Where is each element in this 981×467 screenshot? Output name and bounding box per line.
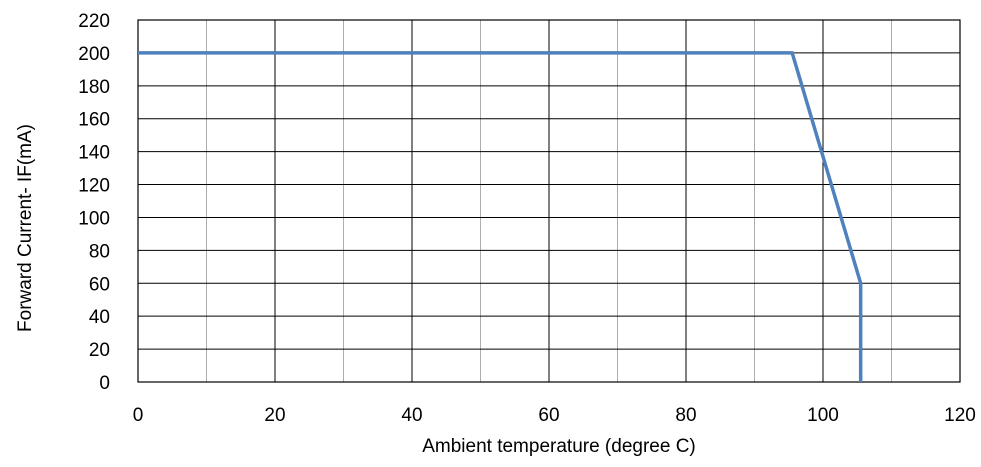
y-tick-label: 20 <box>89 340 110 361</box>
y-tick-label: 160 <box>78 110 110 131</box>
y-tick-label: 100 <box>78 208 110 229</box>
x-tick-label: 60 <box>538 405 559 426</box>
x-tick-label: 100 <box>807 405 839 426</box>
x-tick-labels: 0 20 40 60 80 100 120 <box>133 405 976 426</box>
grid <box>138 20 960 382</box>
y-tick-label: 200 <box>78 44 110 65</box>
y-tick-labels: 0 20 40 60 80 100 120 140 160 180 200 220 <box>78 11 110 394</box>
y-tick-label: 60 <box>89 274 110 295</box>
y-tick-label: 80 <box>89 241 110 262</box>
y-axis-title: Forward Current- IF(mA) <box>15 124 36 332</box>
y-tick-label: 40 <box>89 307 110 328</box>
y-tick-label: 120 <box>78 176 110 197</box>
plot-frame <box>137 19 961 383</box>
y-tick-label: 180 <box>78 77 110 98</box>
x-tick-label: 0 <box>133 405 144 426</box>
y-tick-label: 140 <box>78 143 110 164</box>
x-tick-label: 80 <box>675 405 696 426</box>
series-group <box>138 51 863 382</box>
x-tick-label: 20 <box>264 405 285 426</box>
x-axis-title: Ambient temperature (degree C) <box>422 436 696 457</box>
series-line <box>138 51 863 382</box>
x-tick-label: 120 <box>944 405 976 426</box>
y-tick-label: 0 <box>99 373 110 394</box>
y-tick-label: 220 <box>78 11 110 32</box>
x-tick-label: 40 <box>401 405 422 426</box>
